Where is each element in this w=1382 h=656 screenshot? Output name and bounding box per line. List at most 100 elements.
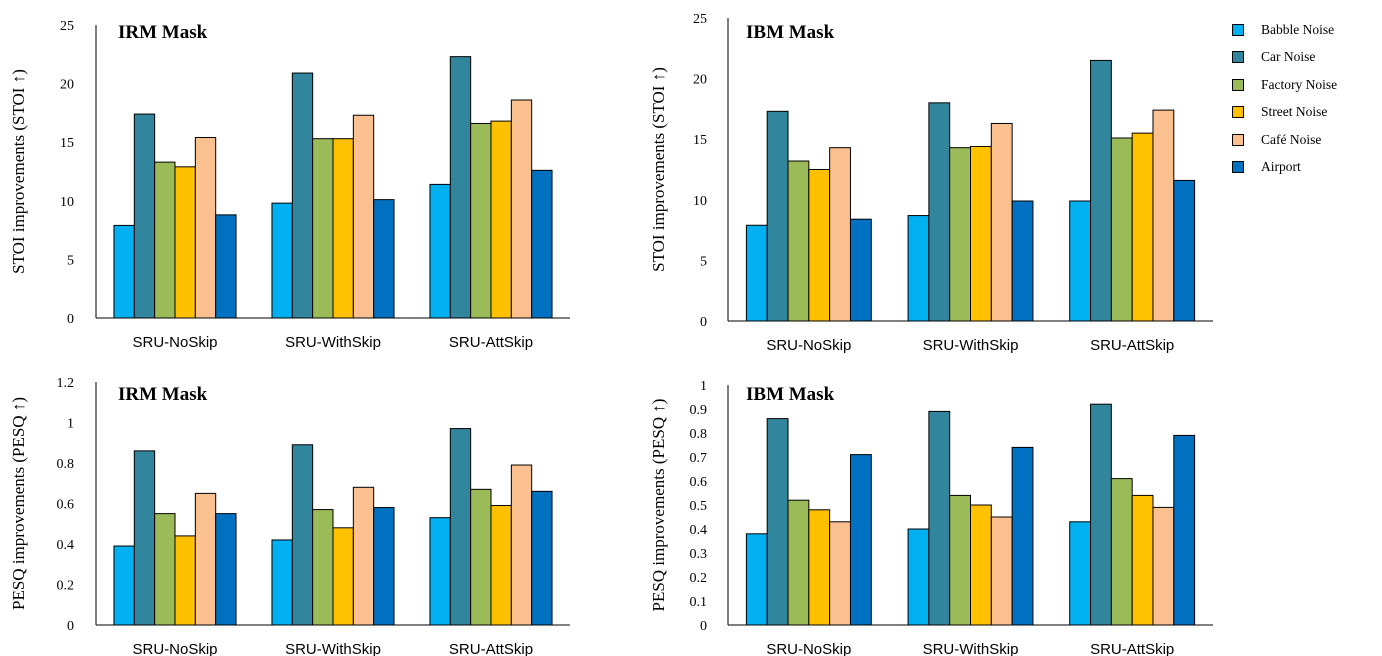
bar [990, 122, 1013, 322]
x-tick-label: SRU-NoSkip [132, 641, 217, 656]
y-tick-label: 10 [693, 194, 707, 209]
bar [787, 160, 810, 322]
y-tick-label: 0.6 [57, 498, 75, 513]
bar [291, 72, 314, 319]
bar [808, 509, 831, 626]
bar [766, 110, 789, 322]
bar [271, 202, 293, 319]
y-tick-label: 0.9 [690, 403, 708, 418]
y-tick-label: 0 [700, 619, 707, 634]
bar [352, 114, 375, 319]
bar [174, 166, 196, 319]
y-tick-label: 5 [700, 254, 707, 269]
bar [154, 161, 176, 319]
y-tick-label: 0.3 [690, 547, 708, 562]
bar [429, 183, 451, 319]
y-tick-label: 5 [67, 253, 74, 268]
legend-item: Car Noise [1232, 44, 1377, 72]
chart-panel: 0 5 10 15 20 25 SRU-NoSkip SRU-WithSkip SRU-AttS… [649, 12, 1213, 354]
y-axis-label: PESQ improvements (PESQ ↑) [9, 397, 28, 610]
bar [510, 464, 533, 626]
y-tick-label: 0.4 [690, 523, 708, 538]
bar [352, 486, 375, 626]
legend-label: Car Noise [1261, 49, 1316, 65]
bar [215, 513, 237, 626]
bar [990, 516, 1013, 626]
chart-title: IRM Mask [118, 22, 208, 43]
y-tick-label: 0.4 [57, 538, 75, 553]
y-tick-label: 20 [693, 73, 707, 88]
chart-title: IRM Mask [118, 384, 208, 405]
bar [1069, 200, 1092, 322]
bar [1131, 132, 1154, 322]
x-tick-label: SRU-WithSkip [285, 334, 381, 351]
legend-label: Factory Noise [1261, 76, 1338, 92]
bar [312, 138, 334, 319]
y-axis-label: STOI improvements (STOI ↑) [9, 69, 28, 274]
bar [271, 539, 293, 626]
chart-panel: 0 0.1 0.2 0.3 0.4 0.5 0.6 0.7 0.8 0.9 1 SRU-NoSkip S… [649, 379, 1213, 656]
legend-swatch [1232, 133, 1244, 146]
bar [449, 56, 472, 319]
bar [949, 147, 972, 322]
chart-panel: 0 0.2 0.4 0.6 0.8 1 1.2 SRU-NoSkip SRU-WithSkip S… [9, 376, 570, 656]
bar [1152, 109, 1175, 322]
bar [133, 450, 156, 626]
y-tick-label: 20 [60, 78, 74, 93]
bar [1173, 434, 1196, 626]
legend-label: Café Noise [1261, 131, 1322, 147]
bar [113, 545, 135, 626]
y-tick-label: 15 [60, 136, 74, 151]
bar [154, 513, 176, 626]
y-tick-label: 15 [693, 133, 707, 148]
y-tick-label: 0 [700, 315, 707, 330]
x-tick-label: SRU-AttSkip [449, 641, 533, 656]
bar [133, 113, 156, 319]
y-tick-label: 1 [700, 379, 707, 394]
bar [531, 490, 553, 626]
bar [174, 535, 196, 626]
bar [332, 138, 354, 319]
bar [312, 509, 334, 626]
bar [970, 504, 992, 626]
bar [928, 410, 951, 626]
y-tick-label: 0.8 [57, 457, 75, 472]
y-tick-label: 25 [693, 12, 707, 27]
bar [470, 488, 492, 626]
legend-swatch [1232, 161, 1244, 174]
bar [113, 224, 135, 319]
bar [194, 492, 217, 626]
y-tick-label: 0.7 [690, 451, 708, 466]
bar [1131, 494, 1154, 626]
chart-title: IBM Mask [746, 384, 835, 405]
bar [1090, 59, 1112, 322]
x-tick-label: SRU-AttSkip [449, 334, 533, 351]
bar [907, 215, 930, 322]
bar [766, 418, 789, 626]
legend-swatch [1232, 51, 1244, 64]
legend-item: Babble Noise [1232, 16, 1377, 44]
bar [291, 444, 314, 626]
legend-swatch [1232, 23, 1244, 36]
x-tick-label: SRU-NoSkip [766, 641, 851, 656]
bar [1152, 506, 1175, 626]
bar [1011, 200, 1034, 322]
bar [449, 428, 472, 626]
x-tick-label: SRU-AttSkip [1090, 641, 1174, 656]
x-tick-label: SRU-NoSkip [132, 334, 217, 351]
bar [787, 499, 810, 626]
legend-label: Babble Noise [1261, 21, 1335, 37]
y-tick-label: 1.2 [57, 376, 75, 391]
bar [745, 224, 768, 322]
legend-label: Street Noise [1261, 104, 1328, 120]
x-tick-label: SRU-WithSkip [923, 337, 1019, 354]
legend-item: Street Noise [1232, 99, 1377, 127]
legend-item: Factory Noise [1232, 71, 1377, 99]
bar [1069, 521, 1092, 626]
y-tick-label: 0 [67, 312, 74, 327]
x-tick-label: SRU-WithSkip [923, 641, 1019, 656]
y-tick-label: 10 [60, 195, 74, 210]
bar [429, 517, 451, 626]
bar [808, 169, 831, 322]
y-tick-label: 25 [60, 19, 74, 34]
